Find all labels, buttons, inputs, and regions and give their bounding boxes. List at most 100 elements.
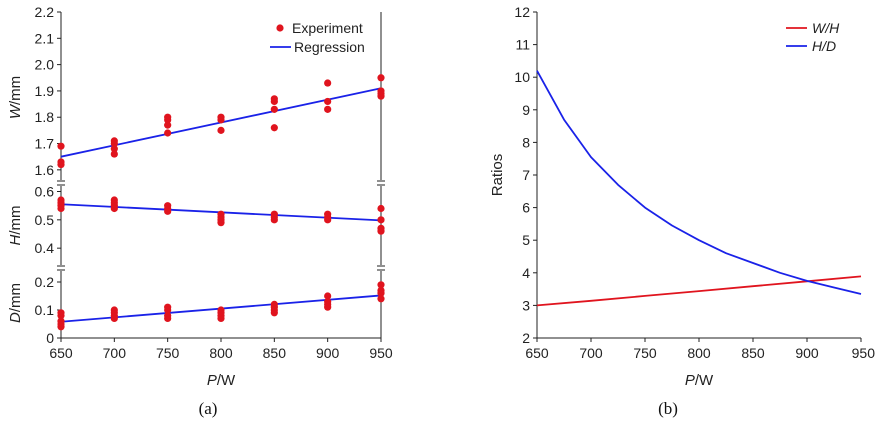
a-xtick-label-4: 850 [263,345,287,361]
a-xtick-label-6: 950 [369,345,393,361]
b-ytick-label-5: 7 [522,167,530,183]
a-D-ylabel-symbol: D [7,312,24,323]
a-xtick-label-5: 900 [316,345,340,361]
a-xtick-label-3: 800 [209,345,233,361]
b-ytick-label-0: 2 [522,330,530,346]
b-xtick-label-4: 850 [741,345,765,361]
a-W-experiment-point-9 [164,121,172,129]
a-H-experiment-point-14 [217,219,225,227]
b-series-line-1 [536,70,862,295]
a-xlabel-unit: /W [217,372,236,389]
b-xtick-label-1: 700 [579,345,603,361]
a-H-experiment-point-21 [377,204,385,213]
a-D-experiment-point-12 [164,314,172,322]
a-subplot-W: 1.6 1.7 1.8 1.9 2.0 2.1 2.2 W/mm [7,4,385,178]
a-D-experiment-point-24 [324,303,332,311]
a-D-experiment-point-21 [324,292,332,300]
a-W-experiment-point-4 [110,139,118,148]
b-ytick-label-8: 10 [514,69,530,85]
a-W-experiment-point-12 [217,116,225,124]
a-W-ylabel: W/mm [7,76,24,119]
b-xlabel-unit: /W [695,372,714,389]
a-H-experiment-point-20 [324,216,332,224]
a-D-ylabel: D/mm [7,283,24,323]
a-xlabel: P/W [207,372,236,389]
a-H-experiment-point-7 [110,204,118,213]
panel-b-chart: 2 3 4 5 6 7 8 9 10 11 12 650 700 750 800 850 900 950 Ratio… [489,4,875,389]
panel-a-chart: 1.61.71.81.92.02.12.2W/mm0.40.50.6H/mm00… [7,4,393,389]
b-xtick-label-0: 650 [525,345,549,361]
b-xtick-label-2: 750 [633,345,657,361]
b-ytick-label-7: 9 [522,102,530,118]
a-H-ytick-label-2: 0.6 [35,184,55,200]
a-H-experiment-point-10 [164,207,172,215]
b-ytick-label-3: 5 [522,232,530,248]
a-H-experiment-point-3 [57,204,65,213]
a-D-experiment-point-28 [377,295,385,303]
a-W-experiment-point-24 [377,92,385,100]
a-H-ylabel-unit: /mm [7,205,24,234]
a-H-experiment-point-24 [377,227,385,235]
a-D-ytick-label-2: 0.2 [35,274,55,290]
a-D-experiment-point-25 [377,281,385,289]
a-W-ylabel-symbol: W [7,103,24,119]
a-D-experiment-point-20 [270,309,278,317]
a-xtick-label-1: 700 [103,345,127,361]
a-xlabel-symbol: P [207,372,217,389]
a-W-ytick-label-0: 1.6 [35,162,55,178]
a-H-ylabel: H/mm [7,205,24,245]
a-break-gap-1-1 [377,265,385,271]
b-ylabel: Ratios [489,154,506,197]
a-D-ytick-label-1: 0.1 [35,302,55,318]
a-break-gap-0-1 [377,180,385,186]
a-break-gap-1-0 [57,265,65,271]
a-D-experiment-point-10 [164,306,172,314]
a-D-ytick-label-0: 0 [46,330,54,346]
a-W-experiment-point-10 [164,129,172,137]
caption-a: (a) [199,399,218,418]
b-xlabel-symbol: P [685,372,695,389]
b-ytick-label-2: 4 [522,265,530,281]
a-legend: Experiment Regression [270,20,365,55]
a-W-experiment-point-0 [57,142,65,150]
a-D-experiment-point-1 [57,312,65,320]
a-W-experiment-point-15 [270,97,278,106]
a-W-experiment-point-13 [217,126,225,134]
a-legend-experiment-label: Experiment [292,20,363,36]
b-series-line-0 [536,275,862,307]
a-break-gap-0-0 [57,180,65,186]
a-W-experiment-point-21 [377,74,385,82]
a-W-ytick-label-1: 1.7 [35,136,55,152]
b-xlabel: P/W [685,372,714,389]
b-legend-label-1: H/D [812,38,836,54]
a-W-experiment-point-2 [57,160,65,169]
caption-b: (b) [658,399,678,418]
b-xtick-label-6: 950 [852,345,876,361]
a-D-experiment-point-4 [57,323,65,331]
b-ytick-label-4: 6 [522,200,530,216]
a-legend-regression-label: Regression [294,39,365,55]
a-legend-experiment-marker [276,24,284,32]
a-H-ylabel-symbol: H [7,235,24,246]
a-W-experiment-point-18 [324,79,332,87]
a-xtick-label-2: 750 [156,345,180,361]
b-xtick-label-5: 900 [795,345,819,361]
b-legend-label-0: W/H [812,20,840,36]
a-D-experiment-point-27 [377,289,385,297]
a-D-ylabel-unit: /mm [7,283,24,312]
a-D-experiment-point-16 [217,314,225,322]
a-subplot-H: 0.4 0.5 0.6 H/mm [7,184,385,256]
a-W-experiment-point-19 [324,97,332,106]
b-ytick-label-10: 12 [514,4,530,20]
b-xtick-label-3: 800 [687,345,711,361]
a-W-ytick-label-2: 1.8 [35,109,55,125]
a-W-experiment-point-17 [270,124,278,132]
a-W-experiment-point-16 [270,105,278,113]
a-H-ytick-label-1: 0.5 [35,212,55,228]
b-legend: W/H H/D [786,20,840,54]
a-W-ytick-label-3: 1.9 [35,83,55,99]
a-W-experiment-point-20 [324,105,332,113]
a-W-ylabel-unit: /mm [7,76,24,105]
a-W-experiment-point-5 [110,145,118,153]
a-W-ytick-label-5: 2.1 [35,30,55,46]
